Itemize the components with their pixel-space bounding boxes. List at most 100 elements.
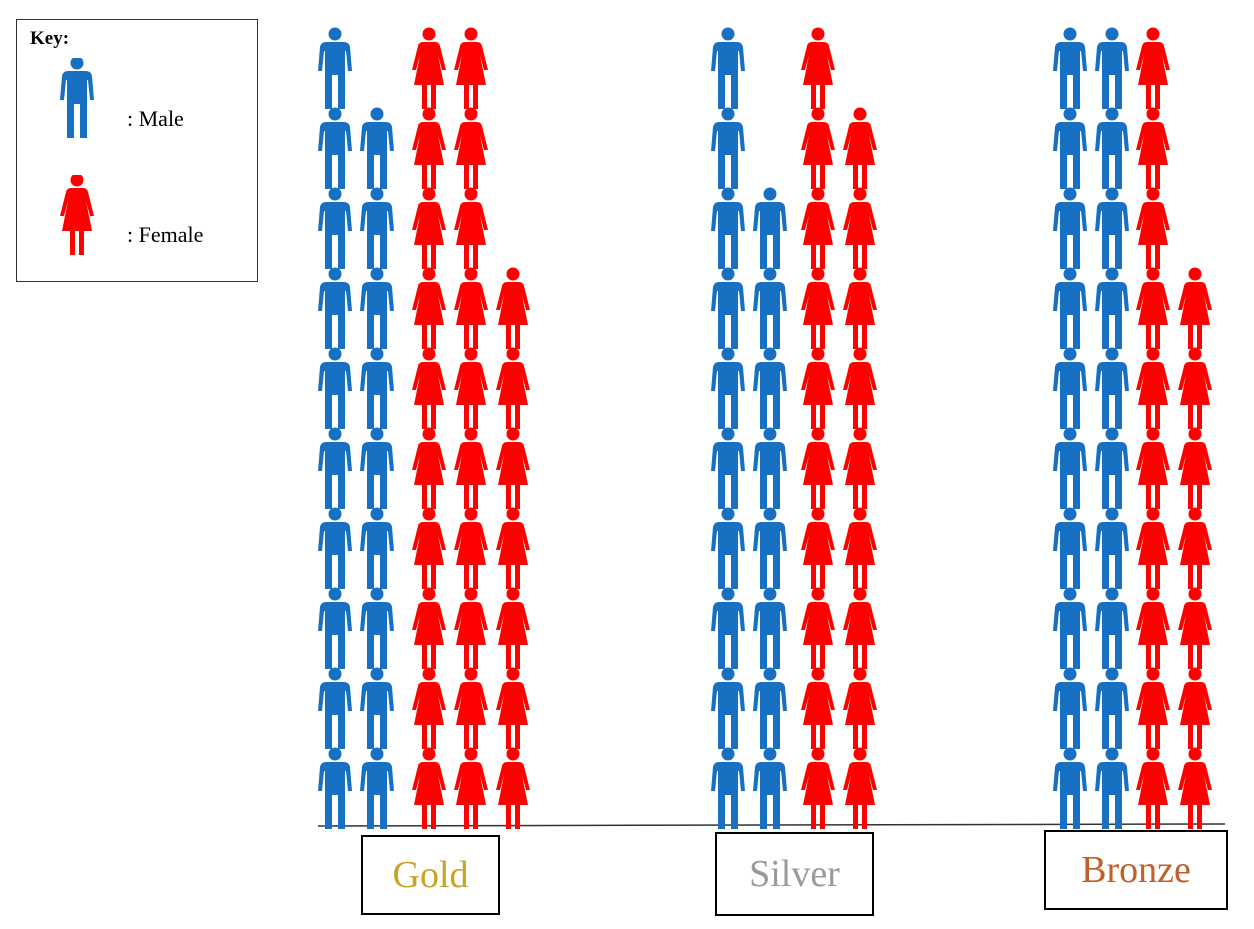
male-person-icon [1095, 427, 1129, 509]
category-label-text: Silver [749, 853, 840, 895]
male-person-icon [318, 667, 352, 749]
male-person-icon [753, 747, 787, 829]
female-person-icon [412, 667, 446, 749]
female-person-icon [496, 667, 530, 749]
legend-female-label: : Female [127, 222, 204, 247]
male-person-icon [318, 267, 352, 349]
female-person-icon [801, 587, 835, 669]
female-person-icon [412, 747, 446, 829]
male-person-icon [711, 187, 745, 269]
female-person-icon [801, 747, 835, 829]
male-person-icon [753, 267, 787, 349]
female-person-icon [496, 347, 530, 429]
female-person-icon [454, 747, 488, 829]
female-person-icon [1136, 27, 1170, 109]
female-person-icon [1136, 347, 1170, 429]
female-person-icon [412, 427, 446, 509]
female-person-icon [1178, 747, 1212, 829]
male-person-icon [753, 507, 787, 589]
male-person-icon [1095, 507, 1129, 589]
female-person-icon [1178, 587, 1212, 669]
male-legend-icon [60, 58, 94, 138]
male-person-icon [711, 347, 745, 429]
male-person-icon [360, 747, 394, 829]
male-person-icon [1053, 507, 1087, 589]
male-person-icon [1053, 347, 1087, 429]
male-person-icon [1053, 107, 1087, 189]
male-person-icon [1053, 587, 1087, 669]
female-person-icon [412, 507, 446, 589]
male-person-icon [60, 58, 94, 138]
female-person-icon [843, 427, 877, 509]
female-person-icon [843, 187, 877, 269]
male-person-icon [318, 107, 352, 189]
male-person-icon [711, 587, 745, 669]
female-person-icon [412, 587, 446, 669]
female-person-icon [843, 747, 877, 829]
male-person-icon [1095, 107, 1129, 189]
male-person-icon [1095, 747, 1129, 829]
female-person-icon [1136, 507, 1170, 589]
male-person-icon [360, 427, 394, 509]
male-person-icon [711, 107, 745, 189]
male-person-icon [711, 507, 745, 589]
female-person-icon [1178, 347, 1212, 429]
female-person-icon [1136, 187, 1170, 269]
male-person-icon [318, 747, 352, 829]
female-person-icon [454, 347, 488, 429]
female-person-icon [843, 347, 877, 429]
male-person-icon [318, 27, 352, 109]
female-person-icon [454, 107, 488, 189]
male-person-icon [711, 667, 745, 749]
female-person-icon [412, 267, 446, 349]
male-person-icon [360, 347, 394, 429]
male-person-icon [753, 667, 787, 749]
male-person-icon [360, 667, 394, 749]
female-person-icon [843, 267, 877, 349]
male-person-icon [1053, 187, 1087, 269]
baseline [317, 823, 1226, 827]
female-person-icon [454, 27, 488, 109]
category-label-bronze: Bronze [1044, 830, 1228, 910]
female-person-icon [801, 507, 835, 589]
female-person-icon [1136, 267, 1170, 349]
male-person-icon [360, 507, 394, 589]
male-person-icon [753, 427, 787, 509]
female-person-icon [843, 107, 877, 189]
male-person-icon [1095, 27, 1129, 109]
male-person-icon [360, 107, 394, 189]
male-person-icon [360, 267, 394, 349]
female-person-icon [1178, 507, 1212, 589]
female-person-icon [801, 667, 835, 749]
female-legend-icon [60, 175, 94, 255]
male-person-icon [753, 187, 787, 269]
legend-male-label: : Male [127, 106, 184, 131]
female-person-icon [1178, 667, 1212, 749]
male-person-icon [1053, 427, 1087, 509]
male-person-icon [360, 587, 394, 669]
male-person-icon [1095, 187, 1129, 269]
male-person-icon [1053, 747, 1087, 829]
female-person-icon [412, 187, 446, 269]
female-person-icon [801, 267, 835, 349]
female-person-icon [1178, 267, 1212, 349]
male-person-icon [1095, 587, 1129, 669]
male-person-icon [1053, 667, 1087, 749]
female-person-icon [843, 587, 877, 669]
category-label-gold: Gold [361, 835, 500, 915]
male-person-icon [711, 427, 745, 509]
female-person-icon [1136, 667, 1170, 749]
female-person-icon [801, 107, 835, 189]
female-person-icon [496, 747, 530, 829]
female-person-icon [1136, 427, 1170, 509]
legend: Key: : Male : Female [16, 19, 258, 282]
female-person-icon [801, 347, 835, 429]
female-person-icon [60, 175, 94, 255]
female-person-icon [454, 587, 488, 669]
male-person-icon [1095, 667, 1129, 749]
female-person-icon [801, 27, 835, 109]
female-person-icon [412, 347, 446, 429]
female-person-icon [801, 187, 835, 269]
female-person-icon [412, 27, 446, 109]
category-group-gold [318, 27, 530, 829]
